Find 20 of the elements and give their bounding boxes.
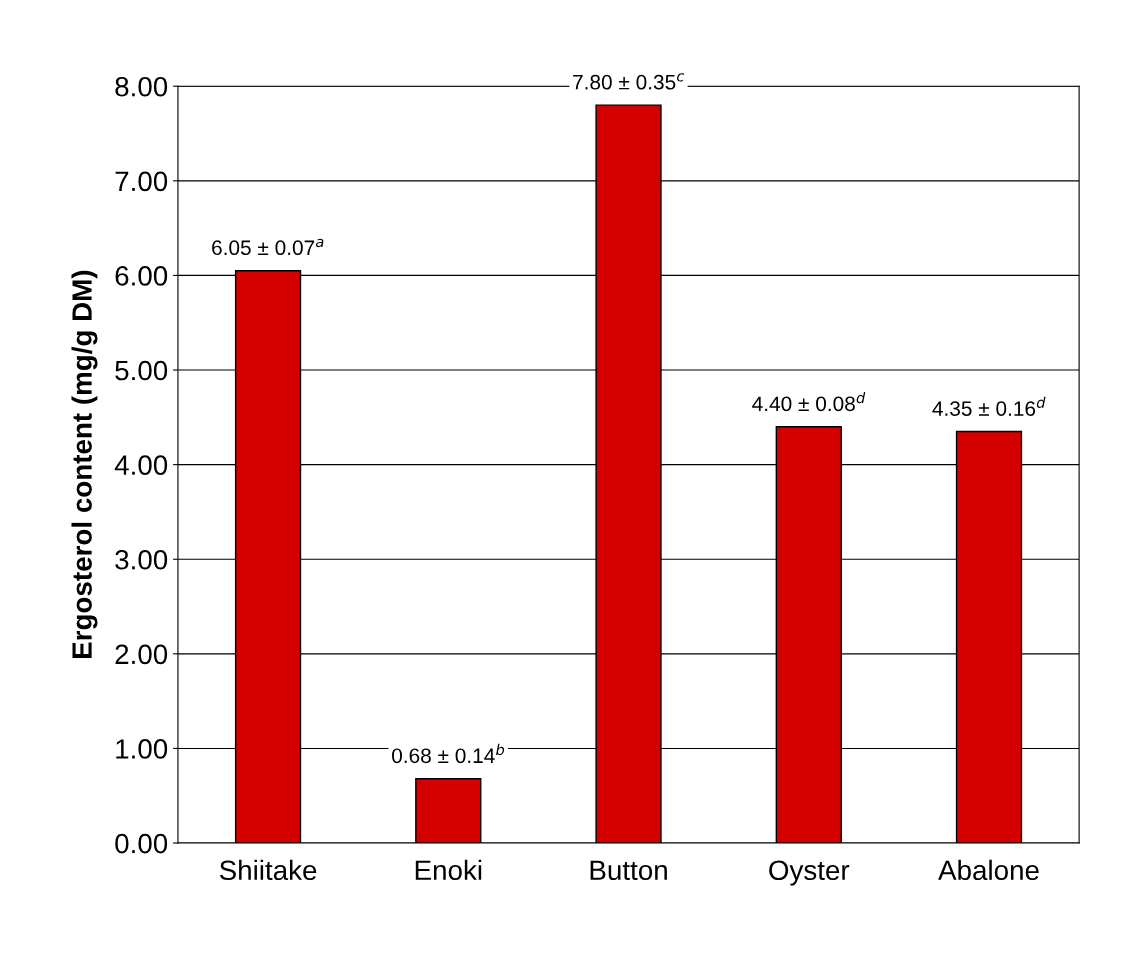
y-tick-label: 6.00 [115,266,168,286]
y-tick-label: 4.00 [114,455,168,475]
y-tick-label: 0.00 [115,833,168,854]
data-label: 0.68 ± 0.14$^{b}$ [392,743,505,764]
y-tick-label: 7.00 [115,171,168,192]
y-tick-label: 1.00 [116,739,168,759]
data-label: 4.40 ± 0.08$^{d}$ [752,391,866,412]
data-label: 6.05 ± 0.07$^{a}$ [212,238,324,256]
data-label: 4.35 ± 0.16$^{d}$ [932,396,1046,416]
x-tick-label: Abalone [938,859,1039,881]
y-tick-label: 5.00 [115,360,168,381]
x-tick-label: Oyster [769,860,850,886]
y-tick-label: 8.00 [115,76,168,97]
y-tick-label: 2.00 [115,644,168,665]
data-label: 7.80 ± 0.35$^{c}$ [573,73,685,90]
x-tick-label: Button [590,860,667,881]
x-tick-label: Enoki [415,859,482,881]
y-tick-label: 3.00 [115,549,168,570]
y-axis-title: Ergosterol content (mg/g DM) [71,270,98,658]
x-tick-label: Shiitake [219,859,317,881]
